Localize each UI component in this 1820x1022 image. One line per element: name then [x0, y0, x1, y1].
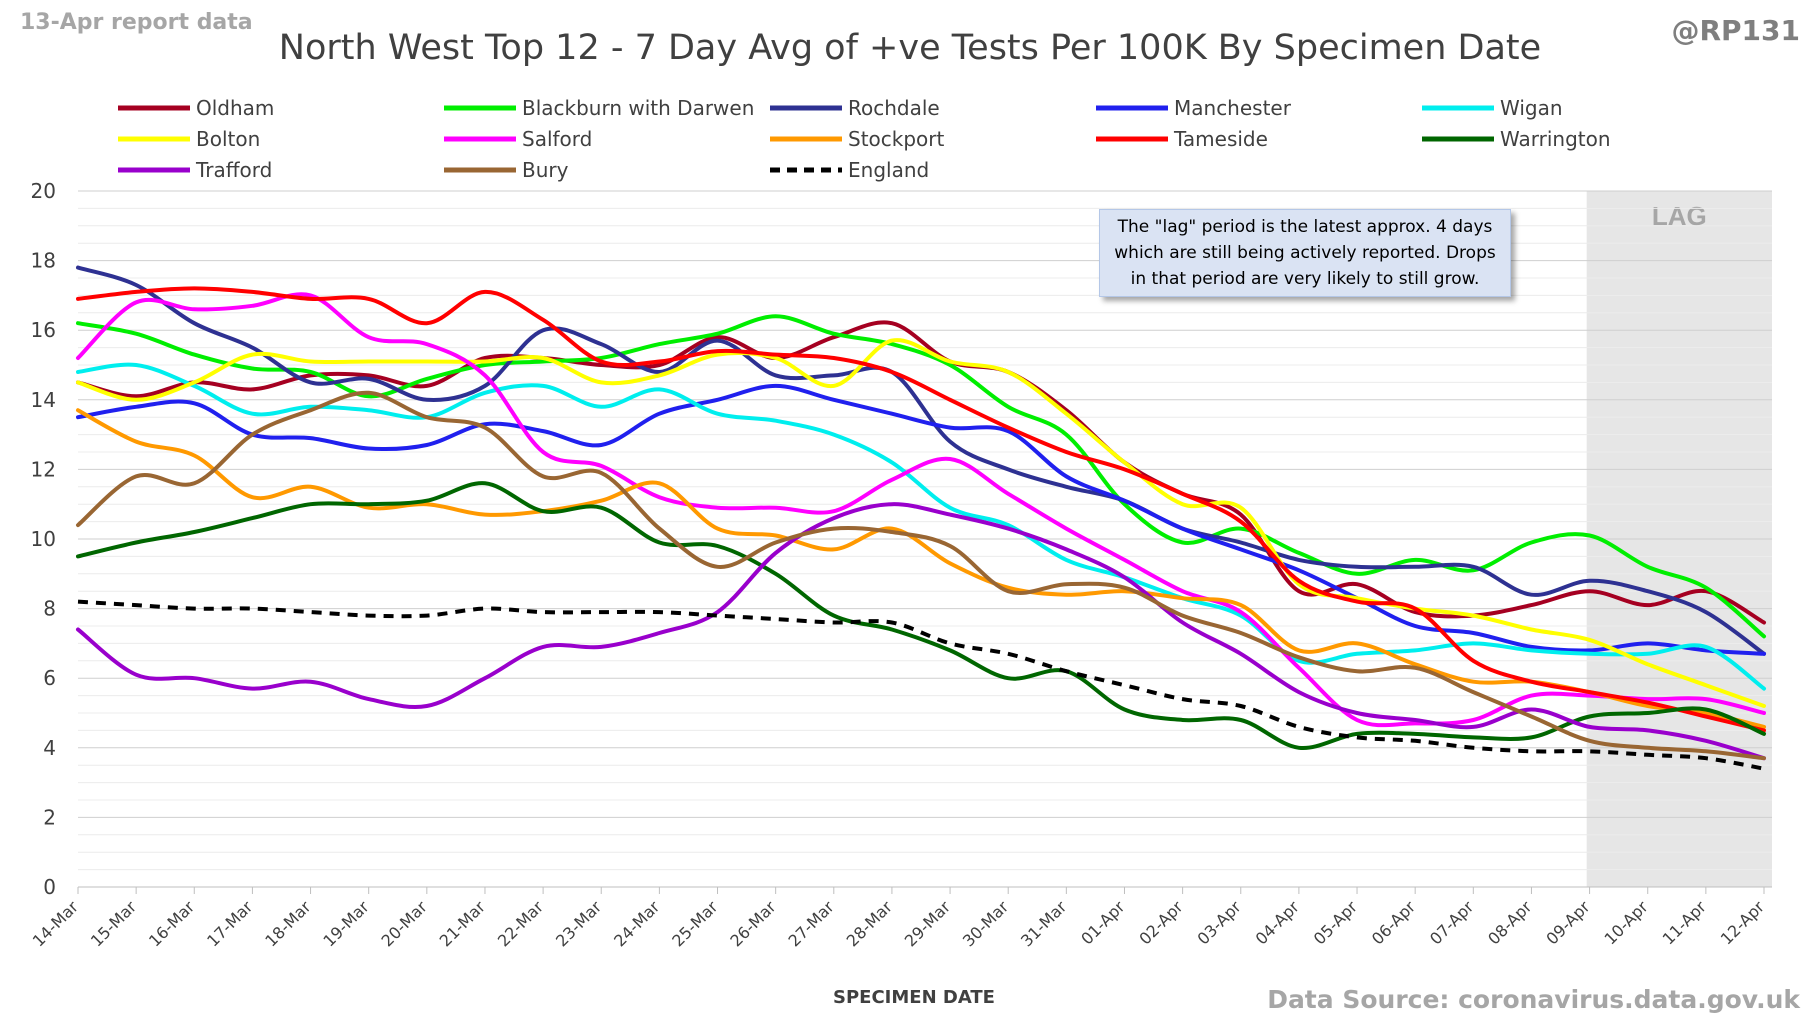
x-tick-label: 09-Apr	[1542, 897, 1594, 949]
legend-label-salford: Salford	[522, 127, 592, 151]
y-tick-label: 8	[43, 597, 56, 621]
legend: Oldham Blackburn with Darwen Rochdale Manch…	[118, 96, 1611, 182]
chart-title: North West Top 12 - 7 Day Avg of +ve Tes…	[278, 28, 1542, 68]
x-tick-label: 10-Apr	[1600, 897, 1652, 949]
x-tick-label: 19-Mar	[319, 897, 373, 951]
x-tick-label: 11-Apr	[1659, 897, 1711, 949]
series-lines	[76, 265, 1766, 771]
x-tick-label: 06-Apr	[1368, 897, 1420, 949]
x-tick-label: 08-Apr	[1484, 897, 1536, 949]
legend-label-stockport: Stockport	[848, 127, 945, 151]
series-line-stockport	[76, 408, 1766, 729]
x-tick-label: 03-Apr	[1194, 897, 1246, 949]
data-source: Data Source: coronavirus.data.gov.uk	[1267, 985, 1800, 1014]
x-tick-label: 07-Apr	[1426, 897, 1478, 949]
series-line-manchester	[76, 383, 1766, 656]
x-tick-label: 25-Mar	[668, 897, 722, 951]
x-tick-label: 26-Mar	[726, 897, 780, 951]
x-tick-label: 15-Mar	[87, 897, 141, 951]
legend-label-trafford: Trafford	[195, 158, 272, 182]
x-tick-label: 01-Apr	[1077, 897, 1129, 949]
x-tick-label: 18-Mar	[261, 897, 315, 951]
legend-label-blackburn-with-darwen: Blackburn with Darwen	[522, 96, 754, 120]
x-tick-label: 29-Mar	[901, 897, 955, 951]
series-line-trafford	[76, 502, 1766, 761]
legend-label-warrington: Warrington	[1500, 127, 1611, 151]
y-tick-label: 12	[31, 457, 56, 481]
series-line-bury	[76, 390, 1766, 761]
report-date-label: 13-Apr report data	[20, 10, 253, 35]
x-tick-label: 22-Mar	[494, 897, 548, 951]
y-tick-label: 14	[31, 388, 56, 412]
x-tick-label: 28-Mar	[843, 897, 897, 951]
y-tick-label: 2	[43, 805, 56, 829]
series-line-blackburn-with-darwen	[76, 314, 1766, 639]
x-tick-label: 31-Mar	[1017, 897, 1071, 951]
y-tick-label: 0	[43, 875, 56, 899]
series-line-wigan	[76, 362, 1766, 691]
y-tick-label: 6	[43, 666, 56, 690]
x-tick-label: 20-Mar	[378, 897, 432, 951]
x-tick-label: 12-Apr	[1717, 897, 1769, 949]
legend-label-manchester: Manchester	[1174, 96, 1292, 120]
x-tick-label: 05-Apr	[1310, 897, 1362, 949]
series-line-tameside	[76, 286, 1766, 733]
y-tick-label: 18	[31, 249, 56, 273]
author-handle: @RP131	[1671, 14, 1800, 47]
series-line-bolton	[76, 338, 1766, 708]
legend-label-bolton: Bolton	[196, 127, 260, 151]
legend-label-wigan: Wigan	[1500, 96, 1563, 120]
legend-label-rochdale: Rochdale	[848, 96, 940, 120]
x-axis-label: SPECIMEN DATE	[833, 987, 995, 1008]
x-tick-label: 30-Mar	[959, 897, 1013, 951]
x-tick-label: 27-Mar	[785, 897, 839, 951]
series-line-warrington	[76, 481, 1766, 750]
y-tick-label: 10	[31, 527, 56, 551]
y-tick-label: 4	[43, 736, 56, 760]
y-axis-ticks: 0 2 4 6 8 10 12 14 16 18 20	[31, 179, 56, 899]
x-axis-ticks: 14-Mar 15-Mar 16-Mar 17-Mar 18-Mar 19-Mar 20-M…	[29, 887, 1769, 951]
series-line-oldham	[76, 320, 1766, 625]
x-tick-label: 14-Mar	[29, 897, 83, 951]
legend-label-bury: Bury	[522, 158, 569, 182]
x-tick-label: 02-Apr	[1135, 897, 1187, 949]
lag-label: LAG	[1652, 201, 1707, 231]
legend-label-oldham: Oldham	[196, 96, 274, 120]
x-tick-label: 23-Mar	[552, 897, 606, 951]
series-line-rochdale	[76, 265, 1766, 656]
x-tick-label: 04-Apr	[1252, 897, 1304, 949]
x-tick-label: 24-Mar	[610, 897, 664, 951]
lag-note-box: The "lag" period is the latest approx. 4…	[1099, 209, 1511, 297]
y-tick-label: 20	[31, 179, 56, 203]
x-tick-label: 17-Mar	[203, 897, 257, 951]
y-tick-label: 16	[31, 318, 56, 342]
series-line-england	[77, 599, 1765, 771]
series-line-salford	[76, 292, 1766, 728]
x-tick-label: 21-Mar	[436, 897, 490, 951]
x-tick-label: 16-Mar	[145, 897, 199, 951]
legend-label-england: England	[848, 158, 929, 182]
legend-label-tameside: Tameside	[1173, 127, 1268, 151]
